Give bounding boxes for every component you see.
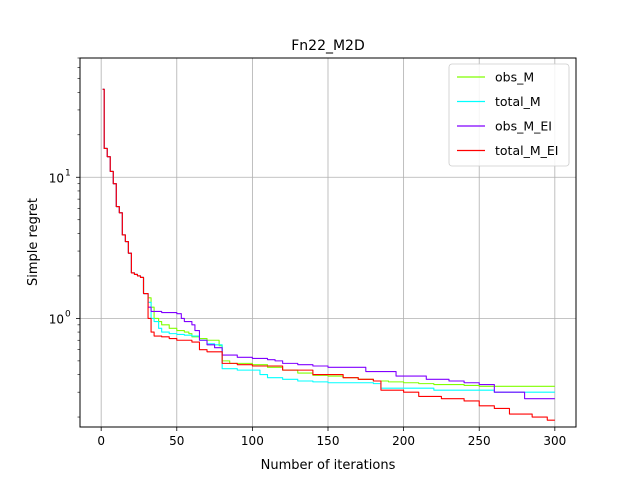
y-tick-exponent: 1 (65, 168, 71, 178)
y-tick-label: 10 (49, 312, 64, 326)
legend-label: obs_M (495, 70, 534, 85)
legend-label: obs_M_EI (495, 119, 552, 134)
legend-label: total_M (495, 94, 541, 109)
legend: obs_M total_M obs_M_EI total_M_EI (448, 63, 570, 167)
x-tick-label: 0 (97, 434, 105, 448)
y-tick-label: 10 (49, 171, 64, 185)
x-tick-label: 250 (468, 434, 491, 448)
x-tick-label: 150 (317, 434, 340, 448)
x-tick-label: 50 (169, 434, 184, 448)
legend-label: total_M_EI (495, 143, 558, 158)
x-axis-label: Number of iterations (261, 458, 396, 473)
series-layer (102, 88, 555, 421)
x-tick-label: 200 (392, 434, 415, 448)
series-line-total-m-ei (102, 88, 555, 421)
chart-title: Fn22_M2D (291, 38, 365, 54)
grid (80, 58, 576, 427)
x-axis: 0 50 100 150 200 250 300 (97, 427, 566, 448)
x-tick-label: 100 (241, 434, 264, 448)
y-tick-exponent: 0 (65, 309, 71, 319)
x-tick-label: 300 (543, 434, 566, 448)
y-axis-label: Simple regret (26, 198, 41, 286)
legend-box (448, 63, 570, 167)
